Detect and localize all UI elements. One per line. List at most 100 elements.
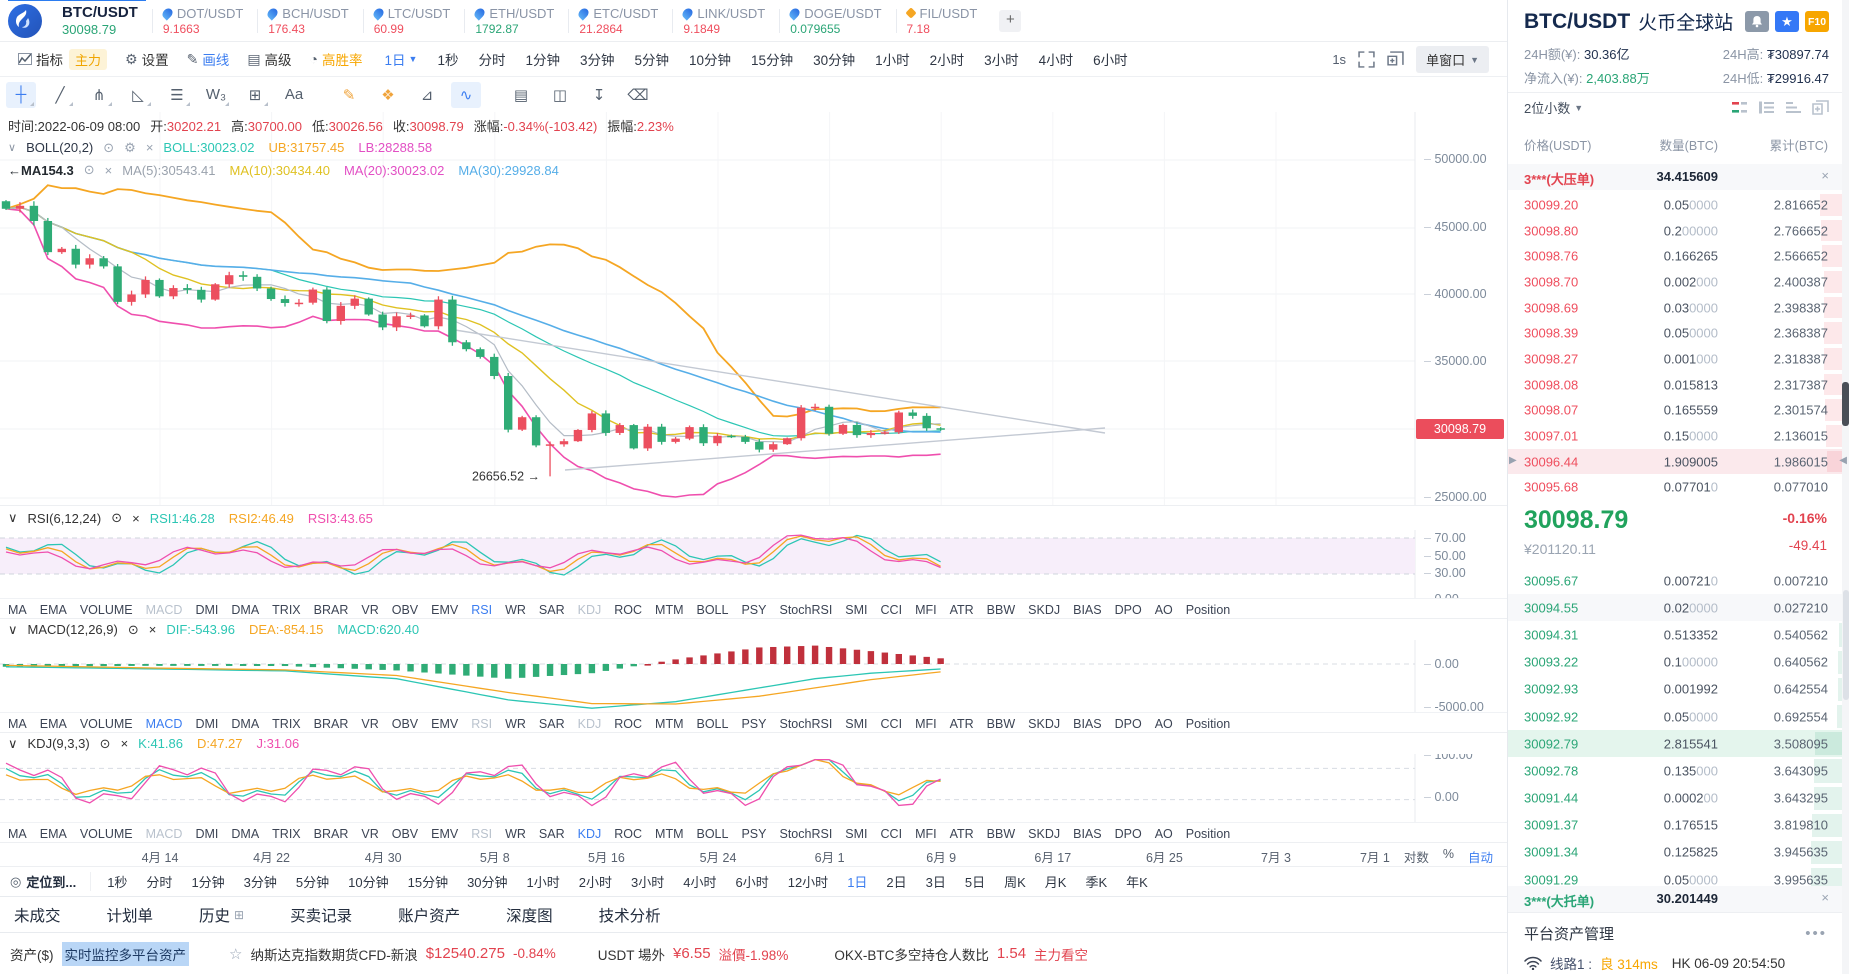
ask-row[interactable]: 30098.70 0.002000 2.400387 (1508, 269, 1843, 295)
indicator-tab-rsi[interactable]: RSI (471, 602, 493, 617)
ask-row[interactable]: 30095.68 0.077010 0.077010 (1508, 474, 1843, 500)
indicator-tab-macd[interactable]: MACD (145, 716, 183, 731)
indicator-tab-emv[interactable]: EMV (431, 602, 459, 617)
kdj-settings-icon[interactable]: ⊙ (99, 735, 111, 751)
period-分时[interactable]: 分时 (478, 53, 506, 68)
indicator-tab-sar[interactable]: SAR (538, 602, 565, 617)
chart-region[interactable]: 26656.52 → 时间:2022-06-09 08:00 开:30202.21… (0, 0, 1507, 974)
pair-tab-btc[interactable]: BTC/USDT 30098.79 (8, 0, 152, 40)
period-dropdown[interactable]: 1日 ▼ (384, 53, 418, 68)
book-window-add-icon[interactable] (1812, 100, 1829, 115)
indicator-tab-kdj[interactable]: KDJ (577, 602, 602, 617)
indicator-tab-stochrsi[interactable]: StochRSI (779, 826, 833, 841)
tf-3日[interactable]: 3日 (925, 875, 946, 890)
indicator-tab-mtm[interactable]: MTM (655, 602, 684, 617)
advanced-button[interactable]: ▤ 高级 (247, 50, 292, 69)
tf-3分钟[interactable]: 3分钟 (243, 875, 277, 890)
indicator-tab-brar[interactable]: BRAR (313, 716, 349, 731)
add-pane-icon[interactable] (1387, 51, 1404, 68)
indicator-tab-position[interactable]: Position (1185, 602, 1231, 617)
ask-row[interactable]: 30097.01 0.150000 2.136015 (1508, 423, 1843, 449)
text-tool-icon[interactable]: Aa (284, 86, 304, 103)
indicator-tab-obv[interactable]: OBV (391, 826, 419, 841)
indicator-tab-smi[interactable]: SMI (845, 826, 868, 841)
indicator-tab-dma[interactable]: DMA (231, 826, 260, 841)
indicator-tab-sar[interactable]: SAR (538, 826, 565, 841)
main-force-button[interactable]: 主力 (69, 48, 108, 70)
boll-settings-icon[interactable]: ⊙ (103, 139, 115, 155)
tf-1分钟[interactable]: 1分钟 (191, 875, 225, 890)
indicator-tab-mtm[interactable]: MTM (655, 716, 684, 731)
boll-close-icon[interactable]: × (145, 140, 154, 155)
draw-button[interactable]: ✎ 画线 (186, 50, 230, 69)
pair-tab-dot[interactable]: DOT/USDT 9.1663 (153, 3, 257, 39)
indicator-tab-dmi[interactable]: DMI (195, 826, 219, 841)
indicator-tab-ao[interactable]: AO (1154, 716, 1173, 731)
period-4小时[interactable]: 4小时 (1038, 53, 1074, 68)
indicator-tab-atr[interactable]: ATR (949, 602, 974, 617)
indicator-tab-roc[interactable]: ROC (614, 716, 643, 731)
period-1分钟[interactable]: 1分钟 (525, 53, 560, 68)
indicator-tab-rsi[interactable]: RSI (471, 716, 493, 731)
snapshot-tool-icon[interactable]: ◫ (552, 86, 568, 104)
tf-4小时[interactable]: 4小时 (683, 875, 717, 890)
orders-tab-历史[interactable]: 历史 ⊞ (199, 907, 245, 925)
indicator-tab-stochrsi[interactable]: StochRSI (779, 716, 833, 731)
indicator-tab-vr[interactable]: VR (361, 716, 379, 731)
indicator-tab-dma[interactable]: DMA (231, 716, 260, 731)
page-scrollbar[interactable] (1842, 0, 1849, 974)
tf-月K[interactable]: 月K (1044, 875, 1067, 890)
platform-asset-management[interactable]: 平台资产管理 ••• (1508, 912, 1843, 954)
indicator-tab-atr[interactable]: ATR (949, 716, 974, 731)
indicator-tab-bias[interactable]: BIAS (1073, 602, 1102, 617)
indicator-tab-ema[interactable]: EMA (39, 716, 67, 731)
asset-monitor-link[interactable]: 实时监控多平台资产 (61, 941, 189, 966)
indicator-tab-ao[interactable]: AO (1154, 602, 1173, 617)
win-rate-button[interactable]: ◔ 高胜率 (309, 51, 363, 68)
indicator-tab-boll[interactable]: BOLL (696, 602, 729, 617)
pattern-tool-icon[interactable]: ▤ (513, 86, 529, 104)
period-15分钟[interactable]: 15分钟 (751, 53, 794, 68)
rsi-name[interactable]: RSI(6,12,24) (27, 510, 102, 526)
period-3小时[interactable]: 3小时 (984, 53, 1019, 68)
chevron-down-icon[interactable]: ∨ (8, 621, 18, 637)
add-pair-tab-button[interactable]: + (999, 9, 1022, 32)
delete-tool-icon[interactable]: ⌫ (627, 86, 649, 104)
rsi-settings-icon[interactable]: ⊙ (111, 510, 123, 525)
ma-close-icon[interactable]: × (104, 162, 113, 178)
book-split-view-icon[interactable] (1731, 100, 1748, 115)
indicator-tab-ma[interactable]: MA (8, 826, 27, 841)
more-options-icon[interactable]: ••• (1805, 925, 1827, 942)
indicator-tab-bbw[interactable]: BBW (986, 716, 1016, 731)
ask-row[interactable]: 30098.39 0.050000 2.368387 (1508, 320, 1843, 346)
indicator-tab-skdj[interactable]: SKDJ (1028, 602, 1061, 617)
indicator-tab-wr[interactable]: WR (505, 602, 526, 617)
indicator-tab-mfi[interactable]: MFI (915, 602, 937, 617)
rsi-close-icon[interactable]: × (132, 510, 140, 526)
orders-tab-买卖记录[interactable]: 买卖记录 (290, 907, 353, 925)
trendline-tool-icon[interactable]: ╱ (45, 82, 75, 108)
indicator-tab-mfi[interactable]: MFI (915, 716, 937, 731)
period-6小时[interactable]: 6小时 (1093, 53, 1128, 68)
indicator-tab-brar[interactable]: BRAR (313, 826, 349, 841)
period-1小时[interactable]: 1小时 (875, 53, 910, 68)
period-1秒[interactable]: 1秒 (437, 53, 459, 68)
tf-周K[interactable]: 周K (1004, 875, 1026, 890)
bid-row[interactable]: 30091.37 0.176515 3.819810 (1508, 812, 1843, 839)
freehand-tool-icon[interactable]: ∿ (451, 81, 481, 108)
tf-1小时[interactable]: 1小时 (526, 875, 560, 890)
indicator-tab-vr[interactable]: VR (361, 602, 379, 617)
tf-6小时[interactable]: 6小时 (735, 875, 769, 890)
indicator-button[interactable]: 指标 (18, 49, 63, 69)
tf-30分钟[interactable]: 30分钟 (467, 875, 508, 890)
indicator-tab-mfi[interactable]: MFI (915, 826, 937, 841)
expand-right-arrow-icon[interactable]: ◀ (1839, 455, 1847, 466)
kdj-close-icon[interactable]: × (120, 736, 129, 751)
big-sell-order-row[interactable]: 3***(大压单) 34.415609 × (1508, 164, 1843, 190)
indicator-tab-volume[interactable]: VOLUME (79, 826, 133, 841)
indicator-tab-volume[interactable]: VOLUME (79, 716, 133, 731)
shapes-tool-icon[interactable]: ❖ (381, 86, 395, 104)
indicator-tab-position[interactable]: Position (1185, 826, 1231, 841)
pitchfork-tool-icon[interactable]: ⋔ (84, 82, 114, 108)
indicator-tab-wr[interactable]: WR (505, 826, 526, 841)
